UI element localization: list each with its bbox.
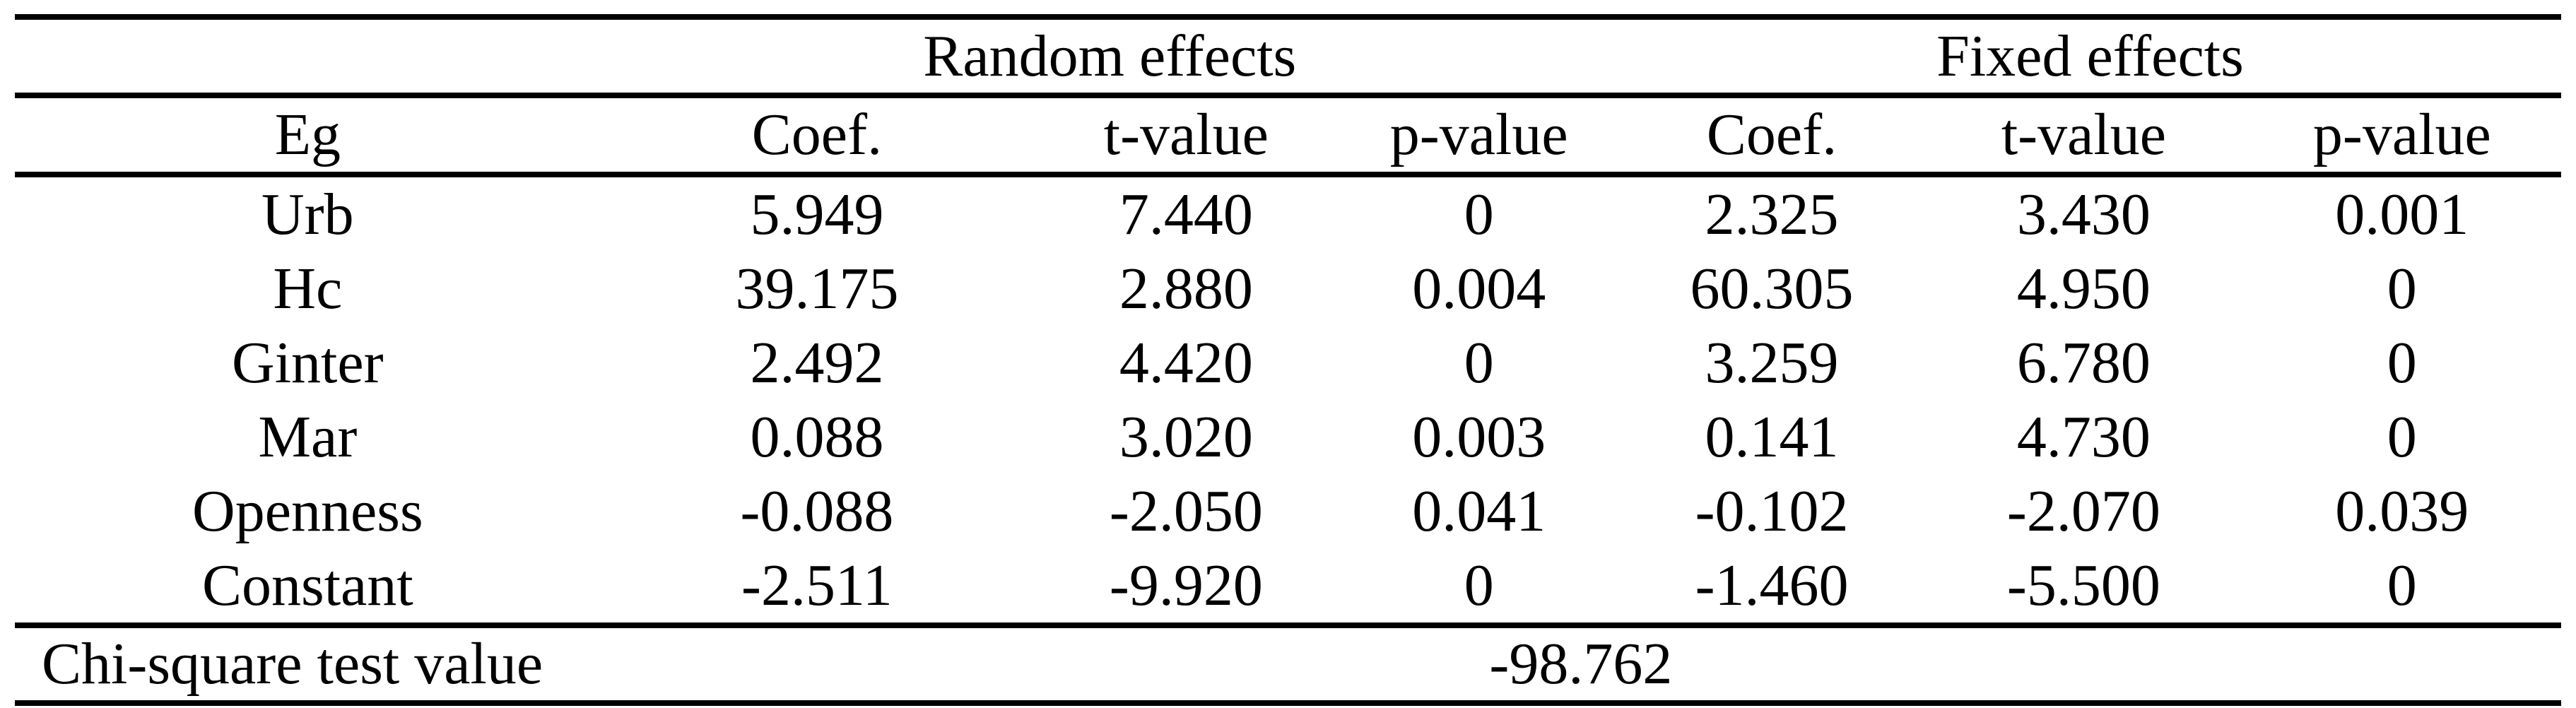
cell-value: 3.020 — [1119, 403, 1253, 470]
cell-value: -2.511 — [741, 552, 893, 618]
table-row: Mar 0.088 3.020 0.003 0.141 4.730 0 — [15, 400, 2561, 474]
cell-value: 0.039 — [2335, 478, 2469, 544]
cell-value: 0.088 — [750, 403, 884, 470]
row-label: Hc — [273, 255, 343, 321]
cell-value: 0 — [2387, 255, 2417, 321]
table-row: Constant -2.511 -9.920 0 -1.460 -5.500 0 — [15, 548, 2561, 625]
column-header-tvalue-random: t-value — [1103, 102, 1269, 167]
cell-value: 3.430 — [2016, 181, 2151, 247]
footer-label: Chi-square test value — [42, 631, 543, 697]
regression-results-table: Random effects Fixed effects Eg Coef. t-… — [15, 14, 2561, 706]
cell-value: -5.500 — [2006, 552, 2160, 618]
cell-value: 0.141 — [1705, 403, 1839, 470]
cell-value: 0 — [2387, 329, 2417, 396]
column-header-coef-fixed: Coef. — [1706, 102, 1837, 167]
cell-value: -9.920 — [1109, 552, 1263, 618]
group-header-fixed-effects: Fixed effects — [1936, 23, 2244, 89]
cell-value: 0 — [2387, 403, 2417, 470]
column-header-eg: Eg — [274, 102, 341, 167]
table-row: Hc 39.175 2.880 0.004 60.305 4.950 0 — [15, 252, 2561, 326]
cell-value: 2.880 — [1119, 255, 1253, 321]
table-body: Urb 5.949 7.440 0 2.325 3.430 0.001 Hc 39.175 2.8… — [15, 175, 2561, 625]
cell-value: 60.305 — [1690, 255, 1854, 321]
cell-value: 7.440 — [1119, 181, 1253, 247]
cell-value: 0 — [1464, 552, 1494, 618]
footer-value: -98.762 — [1489, 631, 1673, 697]
cell-value: 4.950 — [2016, 255, 2151, 321]
column-header-coef-random: Coef. — [751, 102, 883, 167]
row-label: Ginter — [232, 329, 384, 396]
row-label: Constant — [202, 552, 413, 618]
group-header-empty-cell — [15, 17, 601, 95]
column-header-pvalue-fixed: p-value — [2312, 102, 2491, 167]
group-header-row: Random effects Fixed effects — [15, 17, 2561, 95]
cell-value: -1.460 — [1695, 552, 1849, 618]
group-header-random-effects: Random effects — [923, 23, 1297, 89]
cell-value: 3.259 — [1705, 329, 1839, 396]
row-label: Openness — [192, 478, 423, 544]
cell-value: 0.001 — [2335, 181, 2469, 247]
cell-value: 0.004 — [1412, 255, 1546, 321]
cell-value: 0 — [1464, 181, 1494, 247]
table-row: Urb 5.949 7.440 0 2.325 3.430 0.001 — [15, 175, 2561, 252]
table-row: Ginter 2.492 4.420 0 3.259 6.780 0 — [15, 326, 2561, 400]
column-header-tvalue-fixed: t-value — [2001, 102, 2167, 167]
cell-value: 2.492 — [750, 329, 884, 396]
cell-value: 2.325 — [1705, 181, 1839, 247]
cell-value: -0.102 — [1695, 478, 1849, 544]
row-label: Mar — [258, 403, 358, 470]
row-label: Urb — [261, 181, 354, 247]
cell-value: 4.420 — [1119, 329, 1253, 396]
cell-value: 0 — [2387, 552, 2417, 618]
cell-value: 6.780 — [2016, 329, 2151, 396]
cell-value: 0.041 — [1412, 478, 1546, 544]
cell-value: 4.730 — [2016, 403, 2151, 470]
cell-value: 5.949 — [750, 181, 884, 247]
cell-value: 0.003 — [1412, 403, 1546, 470]
cell-value: 0 — [1464, 329, 1494, 396]
cell-value: -2.050 — [1109, 478, 1263, 544]
cell-value: 39.175 — [735, 255, 899, 321]
cell-value: -0.088 — [740, 478, 894, 544]
footer-row: Chi-square test value -98.762 — [15, 625, 2561, 703]
column-header-row: Eg Coef. t-value p-value Coef. t-value p… — [15, 95, 2561, 175]
table-row: Openness -0.088 -2.050 0.041 -0.102 -2.070 0.0… — [15, 474, 2561, 548]
column-header-pvalue-random: p-value — [1389, 102, 1568, 167]
table-container: Random effects Fixed effects Eg Coef. t-… — [15, 14, 2561, 706]
cell-value: -2.070 — [2006, 478, 2160, 544]
